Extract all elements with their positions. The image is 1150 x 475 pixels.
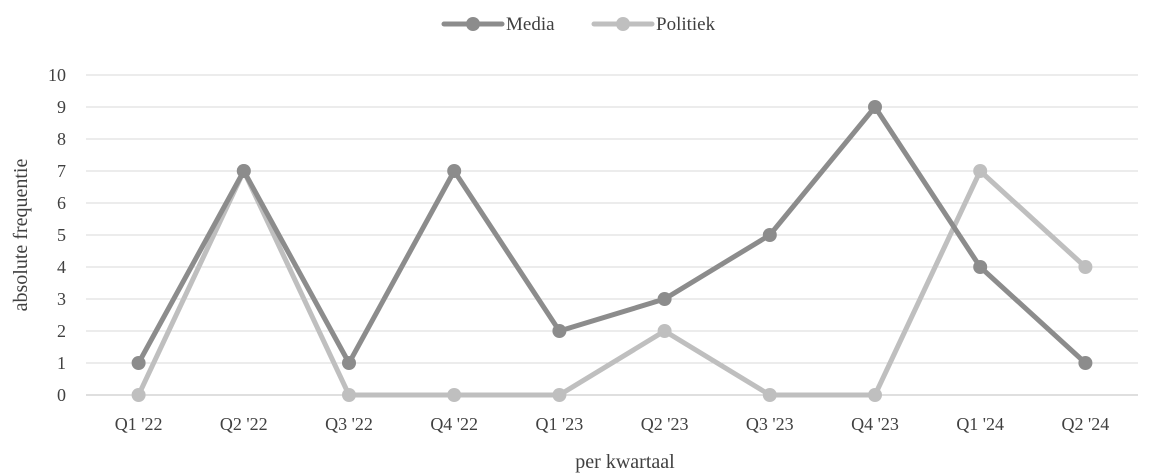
x-tick-label: Q3 '22 bbox=[325, 414, 373, 434]
legend-label: Politiek bbox=[656, 14, 716, 35]
series-line-politiek bbox=[136, 168, 1088, 398]
data-point-media bbox=[1078, 356, 1093, 370]
series-line-media bbox=[136, 104, 1088, 366]
y-axis-ticks: 0 1 2 3 4 5 6 7 8 9 10 bbox=[48, 65, 66, 405]
x-tick-label: Q3 '23 bbox=[746, 414, 794, 434]
series-media bbox=[131, 100, 1093, 370]
data-point-media bbox=[973, 260, 988, 274]
data-point-media bbox=[552, 324, 567, 338]
gridlines bbox=[86, 74, 1138, 396]
data-point-media bbox=[131, 356, 146, 370]
data-point-politiek bbox=[1078, 260, 1093, 274]
data-point-media bbox=[447, 164, 462, 178]
x-tick-label: Q1 '24 bbox=[956, 414, 1004, 434]
data-point-politiek bbox=[447, 388, 462, 402]
legend-marker bbox=[466, 17, 480, 31]
data-point-politiek bbox=[973, 164, 988, 178]
x-tick-label: Q4 '23 bbox=[851, 414, 899, 434]
x-tick-label: Q2 '24 bbox=[1062, 414, 1110, 434]
y-tick-label: 7 bbox=[57, 161, 66, 181]
x-tick-label: Q4 '22 bbox=[430, 414, 478, 434]
y-tick-label: 5 bbox=[57, 225, 66, 245]
data-point-politiek bbox=[868, 388, 882, 402]
y-axis-title: absolute frequentie bbox=[10, 159, 32, 312]
legend: Media Politiek bbox=[441, 14, 716, 35]
legend-label: Media bbox=[506, 14, 555, 35]
data-point-politiek bbox=[131, 388, 146, 402]
y-tick-label: 2 bbox=[57, 321, 66, 341]
legend-item-media: Media bbox=[441, 14, 555, 35]
data-point-politiek bbox=[552, 388, 567, 402]
y-tick-label: 9 bbox=[57, 97, 66, 117]
x-tick-label: Q2 '23 bbox=[641, 414, 689, 434]
y-tick-label: 1 bbox=[57, 353, 66, 373]
y-tick-label: 8 bbox=[57, 129, 66, 149]
x-tick-label: Q1 '22 bbox=[115, 414, 163, 434]
data-point-media bbox=[342, 356, 356, 370]
y-tick-label: 0 bbox=[57, 385, 66, 405]
data-point-politiek bbox=[657, 324, 672, 338]
x-axis-ticks: Q1 '22 Q2 '22 Q3 '22 Q4 '22 Q1 '23 Q2 '23 Q3 '… bbox=[115, 414, 1110, 434]
legend-marker bbox=[616, 17, 630, 31]
x-axis-title: per kwartaal bbox=[575, 451, 675, 473]
data-point-media bbox=[762, 228, 777, 242]
series-lines bbox=[131, 100, 1093, 402]
y-tick-label: 10 bbox=[48, 65, 66, 85]
x-tick-label: Q2 '22 bbox=[220, 414, 268, 434]
data-point-media bbox=[236, 164, 251, 178]
y-tick-label: 3 bbox=[57, 289, 66, 309]
legend-item-politiek: Politiek bbox=[591, 14, 716, 35]
y-tick-label: 4 bbox=[57, 257, 66, 277]
data-point-media bbox=[868, 100, 882, 114]
data-point-politiek bbox=[762, 388, 777, 402]
data-point-politiek bbox=[342, 388, 356, 402]
series-politiek bbox=[131, 164, 1093, 402]
y-tick-label: 6 bbox=[57, 193, 66, 213]
data-point-media bbox=[657, 292, 672, 306]
x-tick-label: Q1 '23 bbox=[536, 414, 584, 434]
